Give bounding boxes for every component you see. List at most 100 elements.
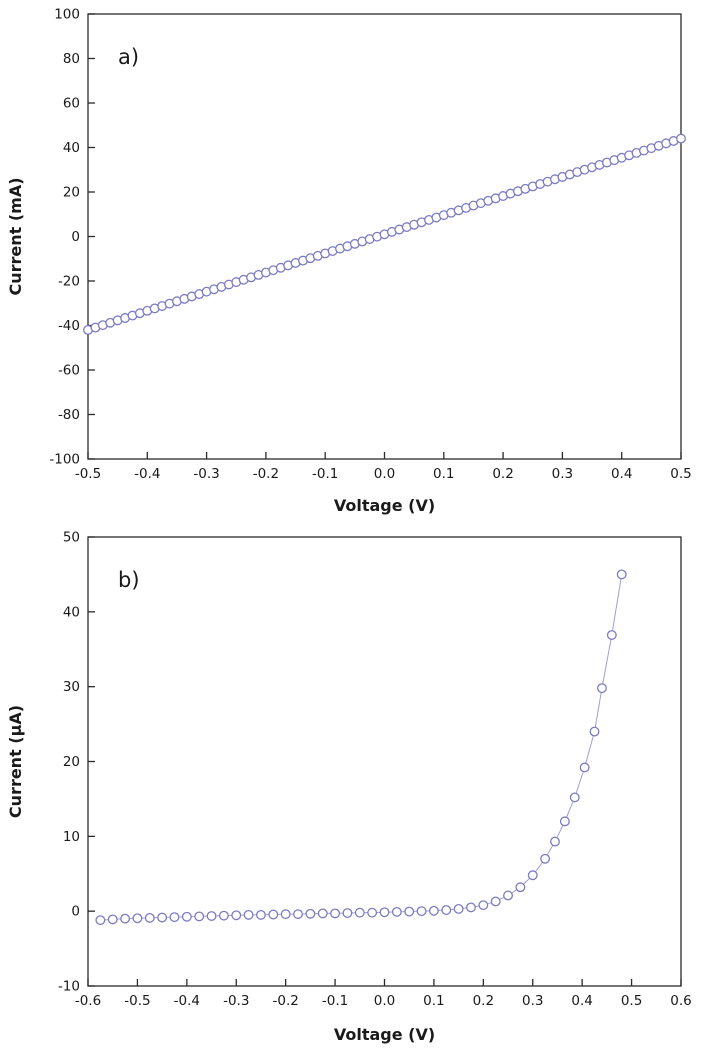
y-axis-label: Current (mA) — [6, 177, 25, 295]
y-tick-label: -10 — [58, 979, 80, 995]
x-tick-label: 0.2 — [492, 466, 513, 482]
data-marker — [559, 816, 570, 827]
x-tick-label: -0.4 — [134, 466, 160, 482]
y-tick-label: 40 — [63, 140, 80, 156]
y-tick-label: -20 — [58, 274, 80, 290]
chart-a-canvas: -0.5 -0.4 -0.3 -0.2 -0.1 0.0 0.1 0.2 0.3 0.4 0.5 -1… — [6, 7, 692, 516]
y-tick-label: 20 — [63, 754, 80, 770]
data-marker — [218, 910, 229, 921]
data-line — [100, 574, 623, 921]
x-tick-label: 0.4 — [611, 466, 632, 482]
data-marker — [676, 133, 686, 144]
x-tick-label: -0.2 — [253, 466, 279, 482]
data-marker — [515, 882, 526, 893]
y-tick-label: 50 — [63, 530, 80, 546]
y-tick-label: 40 — [63, 604, 80, 620]
y-tick-label: 80 — [63, 51, 80, 67]
x-tick-label: -0.6 — [75, 993, 101, 1009]
data-marker — [132, 913, 143, 924]
data-marker — [589, 726, 600, 737]
panel-label: b) — [118, 568, 140, 592]
x-tick-label: -0.3 — [223, 993, 249, 1009]
data-marker — [569, 792, 580, 803]
y-tick-label: -100 — [49, 452, 80, 468]
x-tick-label: 0.6 — [670, 993, 691, 1009]
data-marker — [280, 909, 291, 920]
data-marker — [206, 911, 217, 921]
x-axis-label: Voltage (V) — [334, 496, 435, 515]
x-tick-label: -0.3 — [193, 466, 219, 482]
data-marker — [606, 630, 617, 640]
y-axis-label: Current (µA) — [6, 705, 25, 818]
data-marker — [231, 910, 242, 921]
data-marker — [243, 909, 254, 920]
data-marker — [268, 909, 279, 920]
data-marker — [120, 913, 131, 924]
chart-b-canvas: -0.6 -0.5 -0.4 -0.3 -0.2 -0.1 0.0 0.1 0.2 0.3 0.4 0… — [6, 530, 692, 1045]
y-tick-label: 0 — [71, 229, 80, 245]
data-marker — [579, 762, 590, 773]
data-marker — [540, 853, 551, 864]
x-tick-label: 0.0 — [374, 466, 395, 482]
x-tick-label: -0.2 — [272, 993, 298, 1009]
x-axis-label: Voltage (V) — [334, 1025, 435, 1044]
x-tick-label: 0.5 — [621, 993, 642, 1009]
data-marker — [330, 908, 341, 919]
y-tick-label: -60 — [58, 363, 80, 379]
data-marker — [428, 905, 439, 916]
y-tick-label: 20 — [63, 185, 80, 201]
data-marker — [317, 908, 328, 919]
x-tick-label: -0.1 — [322, 993, 348, 1009]
data-marker — [256, 909, 266, 920]
chart-b: -0.6 -0.5 -0.4 -0.3 -0.2 -0.1 0.0 0.1 0.2 0.3 0.4 0… — [0, 523, 703, 1052]
y-tick-label: 0 — [71, 904, 80, 920]
data-marker — [391, 906, 402, 917]
data-marker — [95, 915, 106, 926]
data-marker — [107, 914, 118, 925]
data-marker — [367, 907, 378, 918]
data-marker — [144, 912, 155, 923]
chart-a: -0.5 -0.4 -0.3 -0.2 -0.1 0.0 0.1 0.2 0.3 0.4 0.5 -1… — [0, 0, 703, 523]
data-marker — [596, 683, 607, 694]
x-tick-label: -0.5 — [75, 466, 101, 482]
data-marker — [416, 906, 427, 917]
x-tick-label: 0.1 — [433, 466, 454, 482]
data-marker — [379, 907, 390, 918]
x-tick-label: 0.5 — [670, 466, 691, 482]
y-tick-label: 10 — [63, 829, 80, 845]
data-marker — [453, 903, 464, 914]
x-tick-label: 0.1 — [423, 993, 444, 1009]
x-tick-label: 0.2 — [473, 993, 494, 1009]
x-tick-label: 0.3 — [552, 466, 573, 482]
data-marker — [404, 906, 415, 917]
y-tick-label: 100 — [54, 7, 80, 23]
x-tick-label: -0.4 — [174, 993, 200, 1009]
panel-label: a) — [118, 45, 139, 69]
x-tick-label: -0.5 — [124, 993, 150, 1009]
data-marker — [194, 911, 205, 922]
data-marker — [490, 896, 501, 907]
x-tick-label: 0.3 — [522, 993, 543, 1009]
data-marker — [503, 890, 513, 901]
data-marker — [305, 908, 316, 919]
y-tick-label: 30 — [63, 679, 80, 695]
data-marker — [616, 569, 627, 580]
data-marker — [527, 870, 538, 881]
data-marker — [169, 912, 180, 923]
data-marker — [466, 902, 476, 913]
data-marker — [478, 900, 489, 911]
data-marker — [293, 909, 303, 920]
data-marker — [550, 836, 560, 847]
data-marker — [157, 912, 168, 923]
data-marker — [181, 911, 192, 922]
x-tick-label: -0.1 — [312, 466, 338, 482]
y-tick-label: -80 — [58, 407, 80, 423]
x-tick-label: 0.0 — [374, 993, 395, 1009]
data-marker — [354, 907, 365, 918]
y-tick-label: 60 — [63, 96, 80, 112]
data-marker — [441, 905, 452, 915]
x-tick-label: 0.4 — [571, 993, 592, 1009]
y-tick-label: -40 — [58, 318, 80, 334]
data-marker — [342, 908, 353, 918]
